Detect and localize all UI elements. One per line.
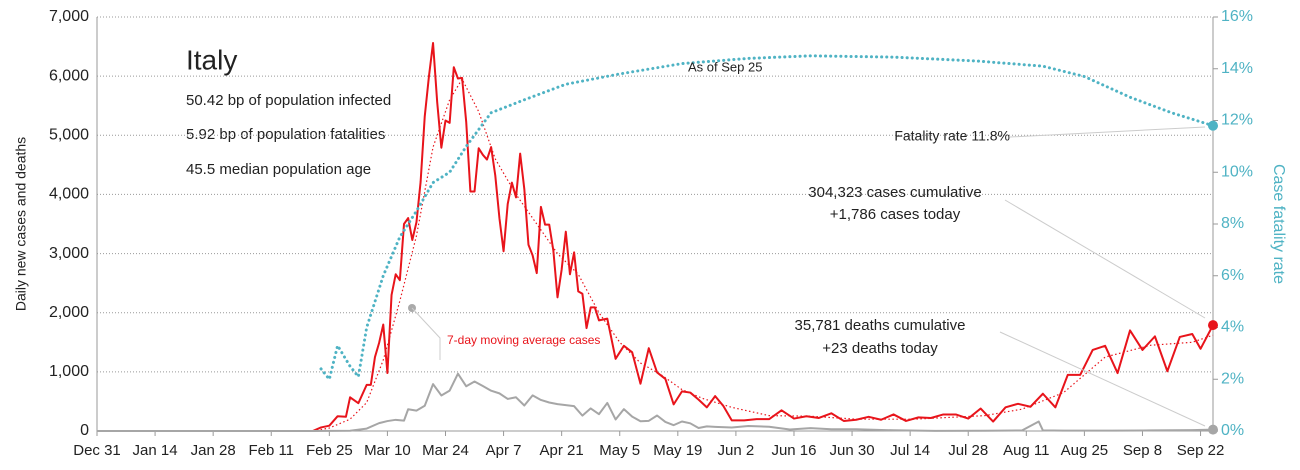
annotation: 7-day moving average cases (447, 333, 600, 347)
y2-tick-label: 0% (1221, 422, 1244, 439)
end-marker (1208, 320, 1218, 331)
x-tick-label: Sep 22 (1177, 442, 1225, 459)
x-tick-label: Feb 25 (306, 442, 353, 459)
x-tick-label: Jan 28 (191, 442, 236, 459)
y-tick-label: 0 (80, 422, 89, 439)
x-tick-label: Aug 11 (1003, 442, 1049, 459)
x-tick-label: Apr 7 (486, 442, 522, 459)
y2-tick-label: 14% (1221, 60, 1253, 77)
subtitle: 50.42 bp of population infected (186, 92, 391, 109)
leader-line (411, 307, 441, 360)
y2-axis-label: Case fatality rate (1270, 164, 1287, 284)
chart-title: Italy (186, 44, 237, 75)
x-tick-label: Aug 25 (1061, 442, 1109, 459)
x-tick-label: Feb 11 (248, 442, 294, 459)
annotation: 35,781 deaths cumulative (795, 317, 966, 334)
y-tick-label: 5,000 (49, 127, 89, 144)
leader-line (1009, 126, 1206, 138)
x-tick-label: Dec 31 (73, 442, 121, 459)
x-tick-label: Jun 30 (830, 442, 875, 459)
y-tick-label: 4,000 (49, 186, 89, 203)
series-line (319, 54, 1215, 381)
x-tick-label: Mar 24 (422, 442, 469, 459)
x-tick-label: Jul 14 (890, 442, 930, 459)
y2-tick-label: 6% (1221, 267, 1244, 284)
y2-tick-label: 12% (1221, 112, 1253, 129)
y-tick-label: 1,000 (49, 363, 89, 380)
y2-tick-label: 8% (1221, 215, 1244, 232)
subtitle: 5.92 bp of population fatalities (186, 126, 385, 143)
series-line (97, 372, 1214, 432)
y2-tick-label: 10% (1221, 163, 1253, 180)
series-line (312, 78, 1214, 432)
y-axis-label: Daily new cases and deaths (13, 137, 29, 311)
x-tick-label: Jul 28 (948, 442, 988, 459)
x-tick-label: Mar 10 (364, 442, 411, 459)
x-tick-label: Jun 2 (718, 442, 755, 459)
annotation: +23 deaths today (822, 340, 938, 357)
leader-line (999, 331, 1206, 427)
y-tick-label: 7,000 (49, 8, 89, 25)
y-tick-label: 6,000 (49, 67, 89, 84)
annotation: 304,323 cases cumulative (808, 184, 981, 201)
x-tick-label: May 5 (599, 442, 640, 459)
x-tick-label: Jun 16 (771, 442, 816, 459)
y-tick-label: 3,000 (49, 245, 89, 262)
y-tick-label: 2,000 (49, 304, 89, 321)
y2-tick-label: 2% (1221, 370, 1244, 387)
x-tick-label: Jan 14 (133, 442, 178, 459)
y2-tick-label: 16% (1221, 8, 1253, 25)
end-marker (1208, 424, 1218, 435)
end-marker (1208, 120, 1218, 131)
annotation: As of Sep 25 (688, 59, 762, 74)
leader-line (1004, 199, 1206, 319)
series-line (97, 42, 1214, 432)
annotation: +1,786 cases today (830, 206, 961, 223)
x-tick-label: Apr 21 (540, 442, 584, 459)
x-tick-label: May 19 (653, 442, 702, 459)
x-tick-label: Sep 8 (1123, 442, 1162, 459)
y2-tick-label: 4% (1221, 319, 1244, 336)
annotation: Fatality rate 11.8% (894, 128, 1010, 144)
subtitle: 45.5 median population age (186, 161, 371, 178)
